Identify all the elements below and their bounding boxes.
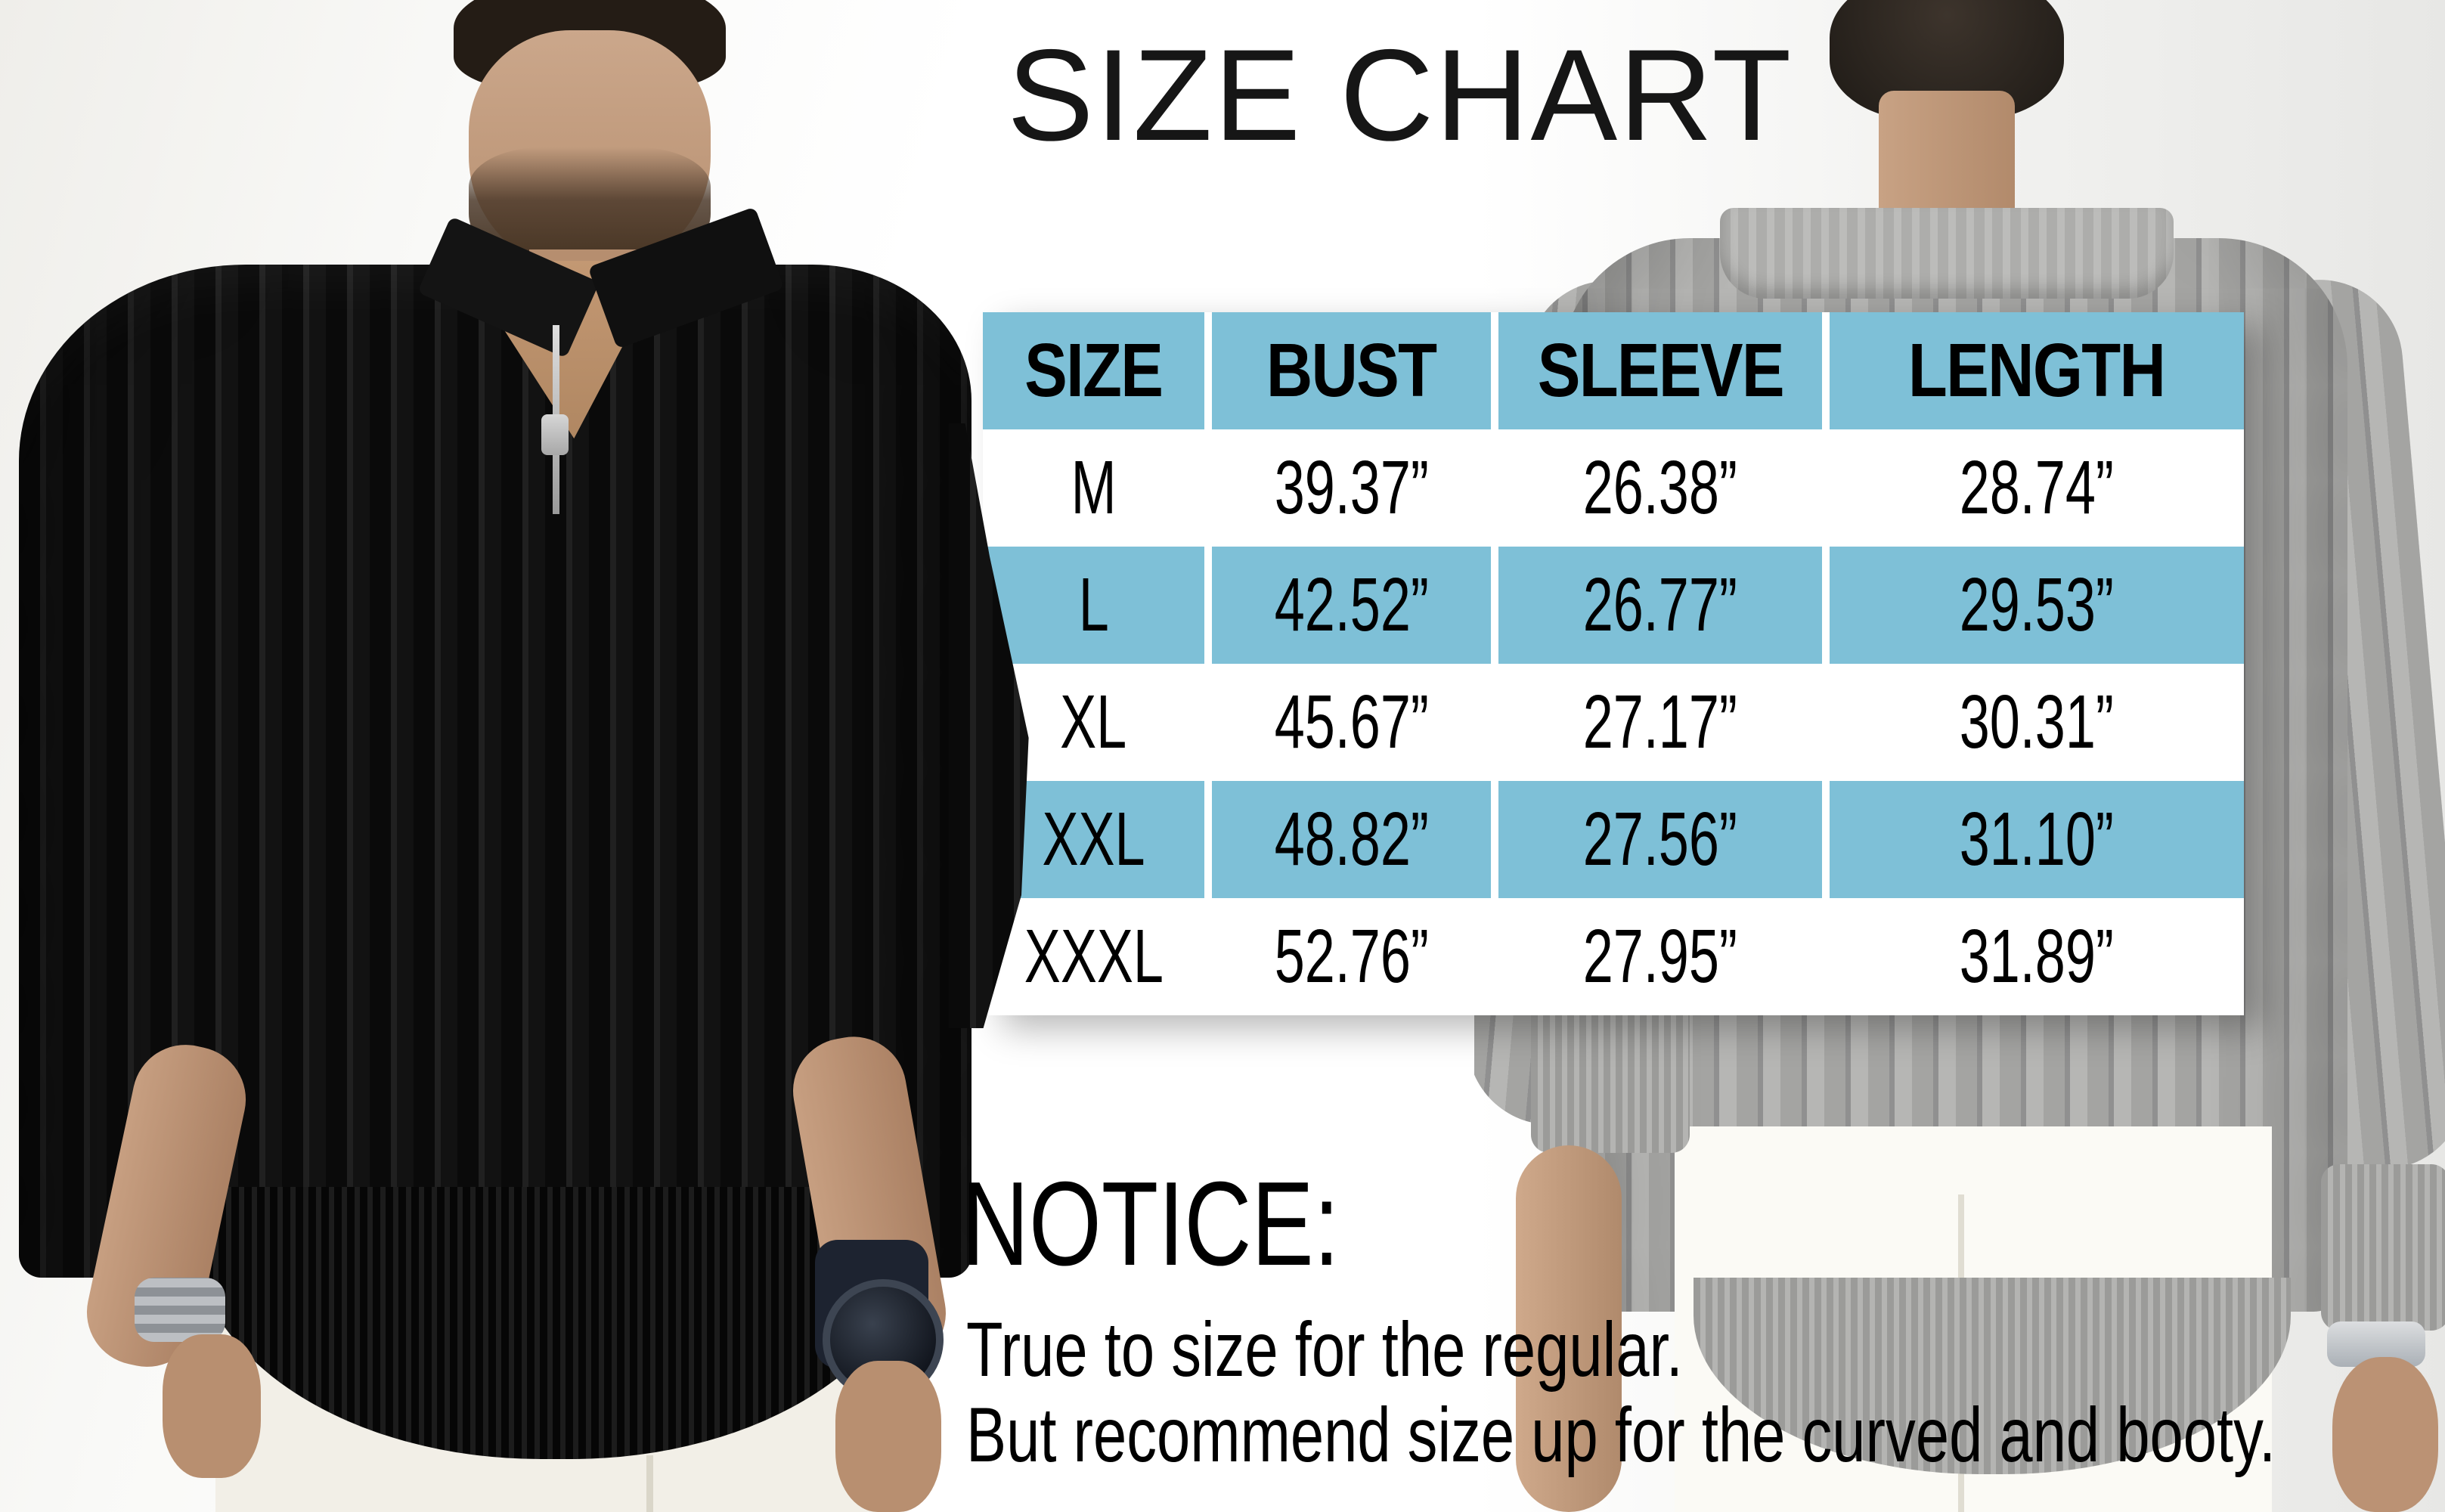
size-row-label-text: XL xyxy=(1060,680,1127,764)
column-header-sleeve-text: SLEEVE xyxy=(1537,328,1784,413)
page-title: SIZE CHART xyxy=(1007,23,1793,168)
size-row-label-text: L xyxy=(1078,562,1109,647)
column-header-length: LENGTH xyxy=(1830,312,2244,429)
measurement-cell-text: 39.37” xyxy=(1274,445,1429,530)
measurement-cell-text: 26.38” xyxy=(1582,445,1738,530)
notice-line-2: But recommend size up for the curved and… xyxy=(966,1396,2445,1473)
notice-heading-text: NOTICE: xyxy=(962,1157,1340,1290)
column-header-bust-text: BUST xyxy=(1266,328,1437,413)
measurement-cell-text: 52.76” xyxy=(1274,914,1429,999)
size-row-label: L xyxy=(983,547,1204,664)
notice-line-2-text: But recommend size up for the curved and… xyxy=(966,1392,2276,1478)
size-row-label-text: XXL xyxy=(1042,797,1145,881)
notice-line-1: True to size for the regular. xyxy=(966,1311,1885,1388)
measurement-cell: 26.38” xyxy=(1498,429,1822,547)
back-collar xyxy=(1720,208,2174,299)
size-row-label-text: M xyxy=(1071,445,1117,530)
measurement-cell: 48.82” xyxy=(1212,781,1491,898)
measurement-cell-text: 26.77” xyxy=(1582,562,1738,647)
column-header-bust: BUST xyxy=(1212,312,1491,429)
measurement-cell: 27.17” xyxy=(1498,664,1822,781)
measurement-cell-text: 27.95” xyxy=(1582,914,1738,999)
measurement-cell-text: 31.10” xyxy=(1959,797,2115,881)
notice-line-1-text: True to size for the regular. xyxy=(966,1306,1683,1393)
front-right-hand xyxy=(835,1361,941,1512)
measurement-cell-text: 48.82” xyxy=(1274,797,1429,881)
measurement-cell: 28.74” xyxy=(1830,429,2244,547)
measurement-cell-text: 29.53” xyxy=(1959,562,2115,647)
measurement-cell: 27.95” xyxy=(1498,898,1822,1015)
front-bracelet xyxy=(135,1278,225,1342)
measurement-cell-text: 30.31” xyxy=(1959,680,2115,764)
column-header-size: SIZE xyxy=(983,312,1204,429)
size-row-label: XXXL xyxy=(983,898,1204,1015)
front-left-hand xyxy=(163,1334,261,1478)
measurement-cell: 52.76” xyxy=(1212,898,1491,1015)
measurement-cell: 39.37” xyxy=(1212,429,1491,547)
measurement-cell: 29.53” xyxy=(1830,547,2244,664)
measurement-cell: 42.52” xyxy=(1212,547,1491,664)
front-zipper-pull xyxy=(541,414,569,455)
size-row-label-text: XXXL xyxy=(1024,914,1164,999)
notice-heading: NOTICE: xyxy=(962,1164,1446,1284)
back-left-forearm xyxy=(1516,1145,1622,1512)
column-header-length-text: LENGTH xyxy=(1908,328,2166,413)
measurement-cell: 30.31” xyxy=(1830,664,2244,781)
measurement-cell-text: 42.52” xyxy=(1274,562,1429,647)
measurement-cell: 26.77” xyxy=(1498,547,1822,664)
measurement-cell-text: 28.74” xyxy=(1959,445,2115,530)
measurement-cell-text: 27.17” xyxy=(1582,680,1738,764)
model-photo-front xyxy=(0,0,994,1512)
column-header-sleeve: SLEEVE xyxy=(1498,312,1822,429)
back-right-hand xyxy=(2332,1357,2438,1512)
measurement-cell: 45.67” xyxy=(1212,664,1491,781)
measurement-cell: 27.56” xyxy=(1498,781,1822,898)
measurement-cell-text: 45.67” xyxy=(1274,680,1429,764)
column-header-size-text: SIZE xyxy=(1024,328,1164,413)
size-row-label: M xyxy=(983,429,1204,547)
measurement-cell: 31.89” xyxy=(1830,898,2244,1015)
measurement-cell-text: 31.89” xyxy=(1959,914,2115,999)
front-pants-crease xyxy=(646,1455,653,1512)
measurement-cell-text: 27.56” xyxy=(1582,797,1738,881)
back-right-cuff xyxy=(2321,1164,2445,1331)
size-table: SIZE BUST SLEEVE LENGTH M 39.37” 26.38” 28.74” L… xyxy=(983,312,2244,1015)
measurement-cell: 31.10” xyxy=(1830,781,2244,898)
